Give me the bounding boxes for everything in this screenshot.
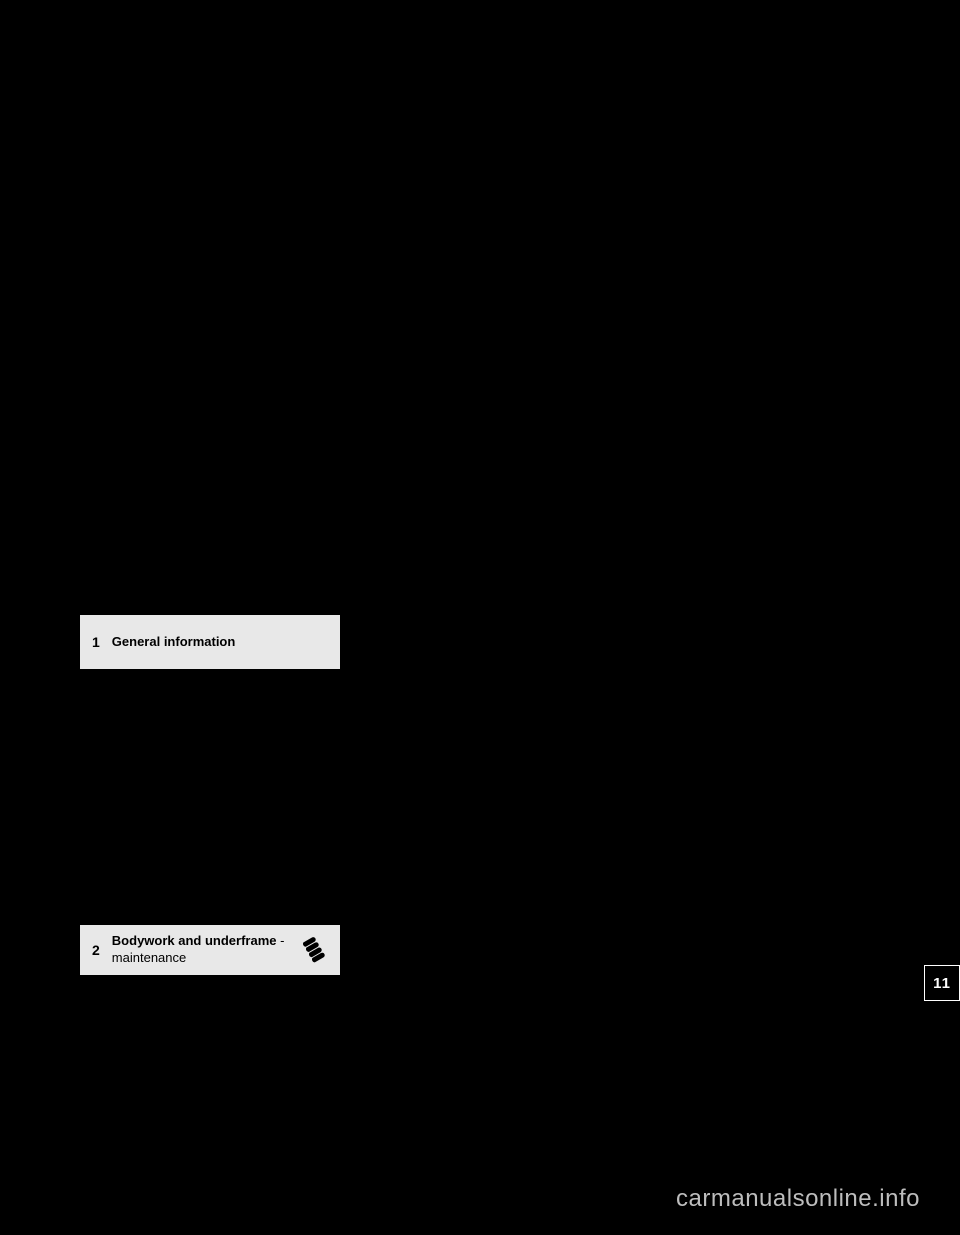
- section-number: 2: [92, 942, 100, 958]
- section-header-1: 1 General information: [80, 615, 340, 669]
- section-title: Bodywork and underframe - maintenance: [112, 933, 288, 967]
- section-title: General information: [112, 634, 328, 651]
- section-header-2: 2 Bodywork and underframe - maintenance: [80, 925, 340, 975]
- wrench-icon: [300, 934, 328, 967]
- page-body: 1 General information 2 Bodywork and und…: [80, 60, 910, 1175]
- watermark-text: carmanualsonline.info: [676, 1185, 920, 1213]
- chapter-tab: 11: [924, 965, 960, 1001]
- section-number: 1: [92, 634, 100, 650]
